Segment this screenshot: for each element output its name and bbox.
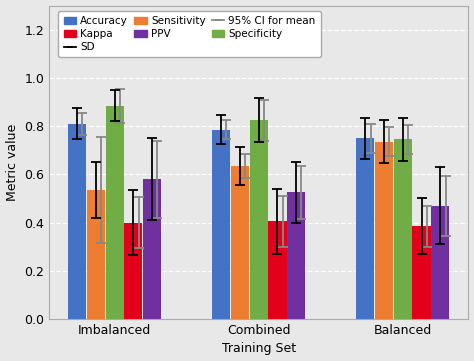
- Bar: [106, 106, 124, 319]
- Bar: [375, 142, 393, 319]
- Legend: Accuracy, Kappa, SD, Sensitivity, PPV, 95% CI for mean, Specificity: Accuracy, Kappa, SD, Sensitivity, PPV, 9…: [58, 11, 321, 57]
- Bar: [231, 166, 249, 319]
- Bar: [431, 206, 449, 319]
- Y-axis label: Metric value: Metric value: [6, 124, 18, 201]
- Bar: [268, 221, 286, 319]
- Bar: [412, 226, 431, 319]
- Bar: [250, 120, 268, 319]
- Bar: [87, 190, 105, 319]
- Bar: [143, 179, 161, 319]
- Bar: [287, 192, 305, 319]
- Bar: [356, 138, 374, 319]
- Bar: [394, 139, 412, 319]
- Bar: [124, 223, 142, 319]
- X-axis label: Training Set: Training Set: [222, 343, 296, 356]
- Bar: [68, 124, 86, 319]
- Bar: [212, 130, 230, 319]
